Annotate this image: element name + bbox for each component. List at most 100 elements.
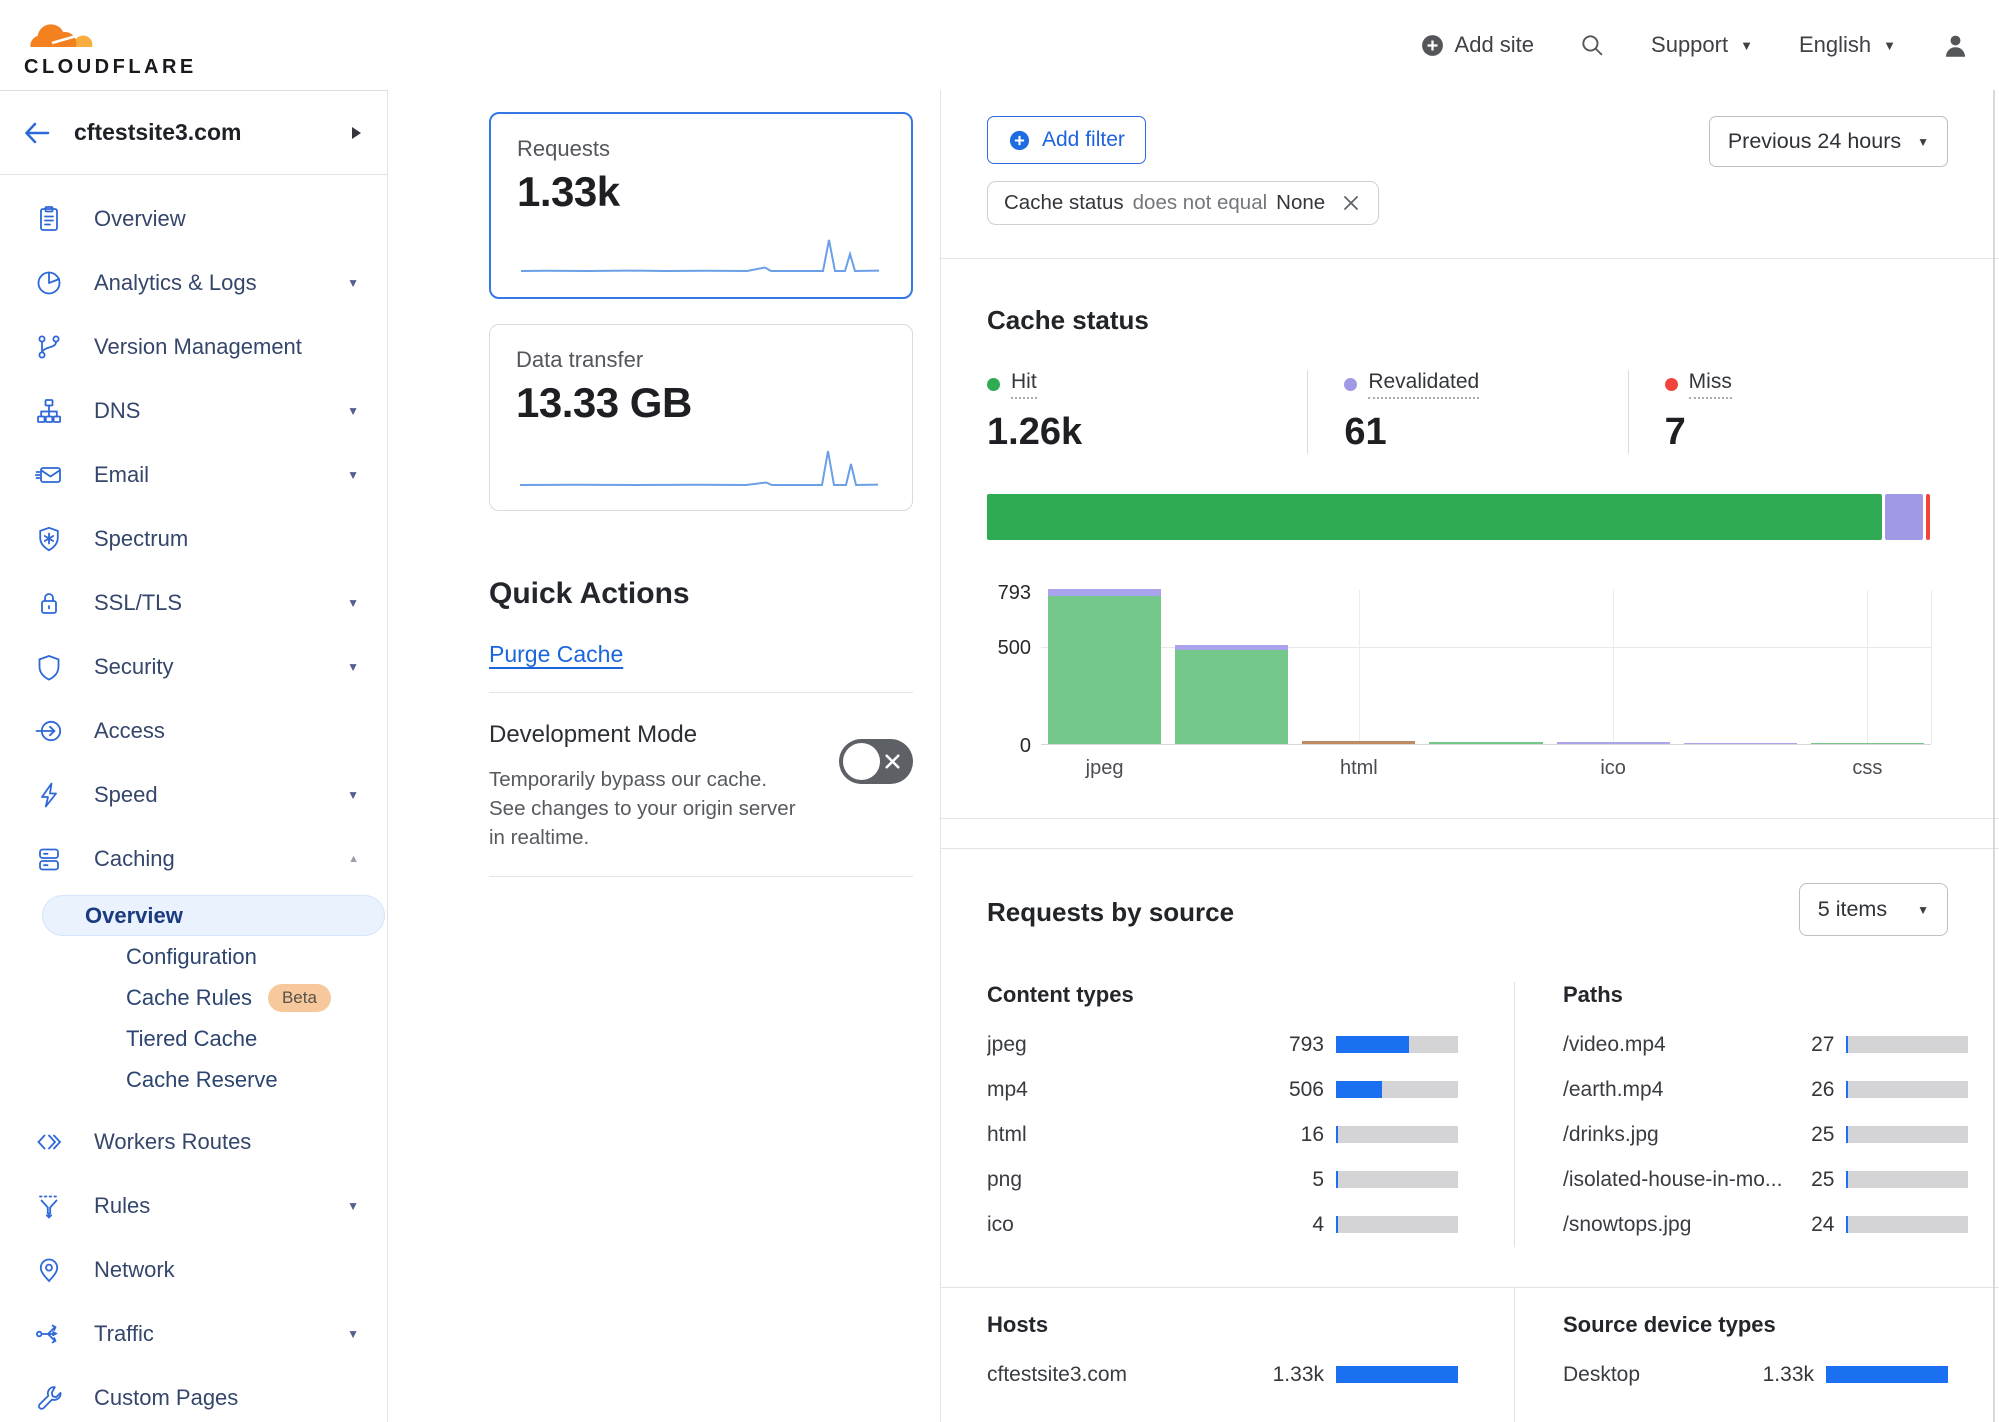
sidebar-item-custom-pages[interactable]: Custom Pages bbox=[0, 1366, 387, 1422]
sidebar-item-rules[interactable]: Rules ▼ bbox=[0, 1174, 387, 1238]
row-bar-fill bbox=[1846, 1216, 1849, 1233]
row-value: 26 bbox=[1811, 1077, 1835, 1101]
legend-label-miss[interactable]: Miss bbox=[1688, 370, 1732, 399]
cache-status-title: Cache status bbox=[987, 305, 1149, 335]
chart-bar-css bbox=[1810, 743, 1924, 744]
sidebar-item-access[interactable]: Access bbox=[0, 699, 387, 763]
data-transfer-sparkline bbox=[519, 450, 879, 487]
table-title-content-types: Content types bbox=[987, 982, 1134, 1007]
sidebar-item-workers-routes[interactable]: Workers Routes bbox=[0, 1110, 387, 1174]
add-site-button[interactable]: Add site bbox=[1420, 32, 1534, 58]
traffic-icon bbox=[35, 1324, 58, 1344]
sidebar-item-network[interactable]: Network bbox=[0, 1238, 387, 1302]
sidebar-subitem-label: Cache Reserve bbox=[126, 1066, 278, 1092]
x-tick-empty bbox=[1422, 757, 1549, 780]
sidebar-subitem-overview[interactable]: Overview bbox=[42, 895, 385, 936]
chevron-down-icon: ▼ bbox=[347, 596, 359, 610]
development-mode-toggle[interactable] bbox=[839, 739, 913, 784]
user-account-icon[interactable] bbox=[1942, 32, 1969, 59]
sidebar-item-caching[interactable]: Caching ▲ bbox=[0, 827, 387, 891]
items-count-select[interactable]: 5 items ▼ bbox=[1798, 883, 1948, 936]
sidebar-subitem-cache-reserve[interactable]: Cache Reserve bbox=[42, 1059, 385, 1100]
time-range-select[interactable]: Previous 24 hours ▼ bbox=[1708, 116, 1948, 167]
cloudflare-logo[interactable]: CLOUDFLARE bbox=[24, 14, 197, 77]
legend-item-hit: Hit 1.26k bbox=[987, 370, 1307, 454]
divider bbox=[941, 848, 1999, 849]
requests-metric-card[interactable]: Requests 1.33k bbox=[489, 112, 913, 299]
legend-label-hit[interactable]: Hit bbox=[1011, 370, 1037, 399]
support-label: Support bbox=[1651, 32, 1729, 57]
back-arrow-icon[interactable] bbox=[22, 119, 52, 147]
sidebar-item-label: SSL/TLS bbox=[94, 590, 183, 615]
sidebar-item-label: Rules bbox=[94, 1193, 151, 1218]
bolt-icon bbox=[41, 782, 57, 808]
table-row: ico 4 bbox=[987, 1202, 1458, 1247]
sidebar-item-speed[interactable]: Speed ▼ bbox=[0, 763, 387, 827]
data-transfer-metric-card[interactable]: Data transfer 13.33 GB bbox=[489, 324, 913, 511]
sidebar-item-traffic[interactable]: Traffic ▼ bbox=[0, 1302, 387, 1366]
requests-sparkline bbox=[520, 239, 880, 273]
sidebar-subitem-tiered-cache[interactable]: Tiered Cache bbox=[42, 1018, 385, 1059]
gridline-css bbox=[1867, 590, 1869, 744]
requests-label: Requests bbox=[517, 136, 610, 161]
language-menu[interactable]: English ▼ bbox=[1799, 32, 1896, 58]
sidebar-item-version-management[interactable]: Version Management bbox=[0, 315, 387, 379]
chart-bar-png bbox=[1429, 742, 1543, 744]
remove-filter-icon[interactable] bbox=[1340, 192, 1362, 214]
sidebar-item-security[interactable]: Security ▼ bbox=[0, 635, 387, 699]
bar-segment-hit bbox=[1429, 742, 1543, 744]
sidebar-item-label: Access bbox=[94, 718, 165, 743]
cache-status-chart: 0 500 793 jpeg html ico css bbox=[987, 582, 1948, 780]
chevron-right-icon[interactable] bbox=[352, 126, 361, 139]
table-row: /video.mp4 27 bbox=[1563, 1022, 1969, 1067]
sidebar-item-label: Workers Routes bbox=[94, 1129, 252, 1154]
source-tables-top: Content types jpeg 793 mp4 506 html 16 png 5 ico 4… bbox=[987, 982, 1969, 1247]
sidebar: cftestsite3.com Overview Analytics & Logs… bbox=[0, 90, 388, 1422]
sidebar-subitem-cache-rules[interactable]: Cache Rules Beta bbox=[42, 977, 385, 1018]
main-content: cftestsite3.com Overview Analytics & Logs… bbox=[0, 90, 1999, 1422]
x-tick-empty bbox=[1677, 757, 1804, 780]
sidebar-subitem-label: Tiered Cache bbox=[126, 1025, 258, 1051]
sidebar-item-email[interactable]: Email ▼ bbox=[0, 443, 387, 507]
row-bar-fill bbox=[1846, 1126, 1849, 1143]
sidebar-item-spectrum[interactable]: Spectrum bbox=[0, 507, 387, 571]
x-tick-html: html bbox=[1339, 757, 1378, 779]
cache-status-legend: Hit 1.26k Revalidated 61 Miss 7 bbox=[987, 370, 1948, 454]
add-filter-button[interactable]: Add filter bbox=[987, 116, 1146, 164]
legend-value-revalidated: 61 bbox=[1344, 411, 1387, 453]
filter-chip[interactable]: Cache status does not equal None bbox=[987, 181, 1380, 225]
chevron-down-icon: ▼ bbox=[347, 276, 359, 290]
row-label: png bbox=[987, 1167, 1023, 1191]
row-label: html bbox=[987, 1122, 1027, 1146]
sidebar-item-ssl-tls[interactable]: SSL/TLS ▼ bbox=[0, 571, 387, 635]
sidebar-item-analytics-logs[interactable]: Analytics & Logs ▼ bbox=[0, 251, 387, 315]
search-icon[interactable] bbox=[1580, 33, 1605, 58]
table-row: jpeg 793 bbox=[987, 1022, 1458, 1067]
legend-dot-revalidated bbox=[1344, 378, 1358, 391]
time-range-value: Previous 24 hours bbox=[1727, 129, 1902, 153]
clipboard-icon bbox=[40, 206, 58, 231]
bar-segment-revalidated bbox=[1556, 742, 1670, 744]
legend-item-revalidated: Revalidated 61 bbox=[1307, 370, 1627, 454]
table-row: Desktop 1.33k bbox=[1563, 1352, 1948, 1397]
items-count-value: 5 items bbox=[1817, 897, 1888, 921]
row-bar-track bbox=[1336, 1216, 1458, 1233]
sidebar-item-dns[interactable]: DNS ▼ bbox=[0, 379, 387, 443]
sidebar-subitem-configuration[interactable]: Configuration bbox=[42, 936, 385, 977]
x-tick-empty bbox=[1168, 757, 1295, 780]
source-tables-bottom-wrap: Hosts cftestsite3.com 1.33k Source device … bbox=[941, 1288, 1999, 1422]
y-tick-793: 793 bbox=[997, 582, 1031, 604]
chevron-down-icon: ▼ bbox=[1740, 37, 1753, 53]
legend-label-revalidated[interactable]: Revalidated bbox=[1368, 370, 1480, 399]
chart-slot-5 bbox=[1677, 590, 1804, 744]
bar-segment-hit bbox=[1175, 650, 1289, 744]
purge-cache-link[interactable]: Purge Cache bbox=[489, 641, 624, 667]
y-tick-500: 500 bbox=[997, 637, 1031, 659]
development-mode-block: Development Mode Temporarily bypass our … bbox=[489, 721, 913, 852]
development-mode-description: Temporarily bypass our cache. See change… bbox=[489, 768, 796, 850]
row-bar-track bbox=[1846, 1081, 1969, 1098]
row-bar-track bbox=[1846, 1216, 1969, 1233]
support-menu[interactable]: Support ▼ bbox=[1651, 32, 1753, 58]
scrollbar-track[interactable] bbox=[1993, 90, 1995, 1422]
sidebar-item-overview[interactable]: Overview bbox=[0, 187, 387, 251]
